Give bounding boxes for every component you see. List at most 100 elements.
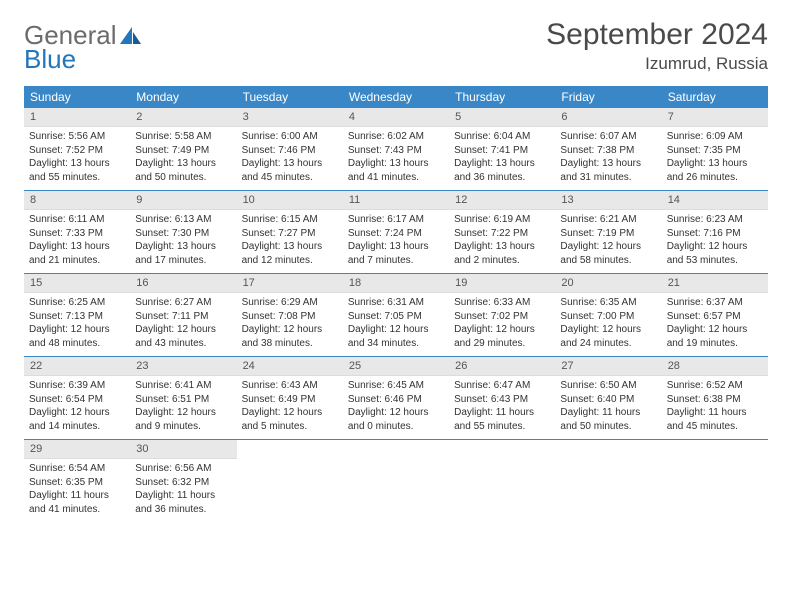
day-body: Sunrise: 6:00 AMSunset: 7:46 PMDaylight:… (237, 127, 343, 190)
day-cell: 6 Sunrise: 6:07 AMSunset: 7:38 PMDaylight… (555, 108, 661, 191)
daylight-text-2: and 41 minutes. (29, 503, 125, 517)
daylight-text-1: Daylight: 12 hours (667, 240, 763, 254)
daylight-text-1: Daylight: 13 hours (29, 157, 125, 171)
day-cell: 18Sunrise: 6:31 AMSunset: 7:05 PMDayligh… (343, 274, 449, 357)
col-thursday: Thursday (449, 86, 555, 108)
daylight-text-1: Daylight: 12 hours (135, 323, 231, 337)
day-number: 6 (555, 108, 661, 127)
sunrise-text: Sunrise: 6:41 AM (135, 379, 231, 393)
daylight-text-2: and 24 minutes. (560, 337, 656, 351)
day-number: 30 (130, 440, 236, 459)
daylight-text-2: and 41 minutes. (348, 171, 444, 185)
sunrise-text: Sunrise: 6:31 AM (348, 296, 444, 310)
daylight-text-2: and 7 minutes. (348, 254, 444, 268)
sunset-text: Sunset: 6:46 PM (348, 393, 444, 407)
sunset-text: Sunset: 7:38 PM (560, 144, 656, 158)
daylight-text-1: Daylight: 13 hours (560, 157, 656, 171)
sunrise-text: Sunrise: 6:37 AM (667, 296, 763, 310)
sunrise-text: Sunrise: 6:15 AM (242, 213, 338, 227)
day-cell: 27Sunrise: 6:50 AMSunset: 6:40 PMDayligh… (555, 357, 661, 440)
sunset-text: Sunset: 7:27 PM (242, 227, 338, 241)
day-number: 14 (662, 191, 768, 210)
day-number: 9 (130, 191, 236, 210)
sunset-text: Sunset: 7:19 PM (560, 227, 656, 241)
sunset-text: Sunset: 7:30 PM (135, 227, 231, 241)
daylight-text-1: Daylight: 12 hours (454, 323, 550, 337)
day-cell: 23Sunrise: 6:41 AMSunset: 6:51 PMDayligh… (130, 357, 236, 440)
daylight-text-1: Daylight: 11 hours (29, 489, 125, 503)
day-number: 13 (555, 191, 661, 210)
day-cell: 19Sunrise: 6:33 AMSunset: 7:02 PMDayligh… (449, 274, 555, 357)
page-title: September 2024 (546, 18, 768, 52)
day-cell (555, 440, 661, 523)
daylight-text-2: and 50 minutes. (560, 420, 656, 434)
daylight-text-1: Daylight: 12 hours (560, 323, 656, 337)
day-cell: 14Sunrise: 6:23 AMSunset: 7:16 PMDayligh… (662, 191, 768, 274)
daylight-text-1: Daylight: 13 hours (242, 157, 338, 171)
sunset-text: Sunset: 7:24 PM (348, 227, 444, 241)
sunset-text: Sunset: 7:08 PM (242, 310, 338, 324)
sunset-text: Sunset: 6:54 PM (29, 393, 125, 407)
daylight-text-2: and 2 minutes. (454, 254, 550, 268)
daylight-text-2: and 0 minutes. (348, 420, 444, 434)
day-number: 29 (24, 440, 130, 459)
day-number: 1 (24, 108, 130, 127)
sunset-text: Sunset: 7:43 PM (348, 144, 444, 158)
day-number: 24 (237, 357, 343, 376)
sunrise-text: Sunrise: 6:21 AM (560, 213, 656, 227)
sunset-text: Sunset: 7:46 PM (242, 144, 338, 158)
daylight-text-2: and 43 minutes. (135, 337, 231, 351)
day-body: Sunrise: 6:23 AMSunset: 7:16 PMDaylight:… (662, 210, 768, 273)
sunset-text: Sunset: 6:57 PM (667, 310, 763, 324)
day-body: Sunrise: 6:39 AMSunset: 6:54 PMDaylight:… (24, 376, 130, 439)
day-body: Sunrise: 6:43 AMSunset: 6:49 PMDaylight:… (237, 376, 343, 439)
day-body: Sunrise: 6:11 AMSunset: 7:33 PMDaylight:… (24, 210, 130, 273)
sunrise-text: Sunrise: 6:07 AM (560, 130, 656, 144)
col-wednesday: Wednesday (343, 86, 449, 108)
day-number: 11 (343, 191, 449, 210)
day-number: 10 (237, 191, 343, 210)
day-body: Sunrise: 6:19 AMSunset: 7:22 PMDaylight:… (449, 210, 555, 273)
sunset-text: Sunset: 6:32 PM (135, 476, 231, 490)
daylight-text-2: and 38 minutes. (242, 337, 338, 351)
day-body: Sunrise: 6:41 AMSunset: 6:51 PMDaylight:… (130, 376, 236, 439)
day-number: 18 (343, 274, 449, 293)
day-cell: 24Sunrise: 6:43 AMSunset: 6:49 PMDayligh… (237, 357, 343, 440)
day-body: Sunrise: 6:33 AMSunset: 7:02 PMDaylight:… (449, 293, 555, 356)
day-number: 20 (555, 274, 661, 293)
week-row: 8Sunrise: 6:11 AMSunset: 7:33 PMDaylight… (24, 191, 768, 274)
daylight-text-2: and 55 minutes. (29, 171, 125, 185)
day-cell: 5Sunrise: 6:04 AMSunset: 7:41 PMDaylight… (449, 108, 555, 191)
daylight-text-1: Daylight: 11 hours (454, 406, 550, 420)
day-number: 5 (449, 108, 555, 127)
sunrise-text: Sunrise: 6:50 AM (560, 379, 656, 393)
day-cell: 9Sunrise: 6:13 AMSunset: 7:30 PMDaylight… (130, 191, 236, 274)
day-cell: 8Sunrise: 6:11 AMSunset: 7:33 PMDaylight… (24, 191, 130, 274)
day-cell: 30Sunrise: 6:56 AMSunset: 6:32 PMDayligh… (130, 440, 236, 523)
logo-sail-icon (119, 26, 143, 46)
daylight-text-2: and 26 minutes. (667, 171, 763, 185)
sunrise-text: Sunrise: 6:35 AM (560, 296, 656, 310)
daylight-text-1: Daylight: 12 hours (348, 406, 444, 420)
sunrise-text: Sunrise: 6:29 AM (242, 296, 338, 310)
day-number: 28 (662, 357, 768, 376)
location-label: Izumrud, Russia (546, 54, 768, 74)
daylight-text-2: and 5 minutes. (242, 420, 338, 434)
day-cell: 25Sunrise: 6:45 AMSunset: 6:46 PMDayligh… (343, 357, 449, 440)
day-number: 16 (130, 274, 236, 293)
day-cell: 1Sunrise: 5:56 AMSunset: 7:52 PMDaylight… (24, 108, 130, 191)
col-tuesday: Tuesday (237, 86, 343, 108)
daylight-text-1: Daylight: 11 hours (135, 489, 231, 503)
day-cell (449, 440, 555, 523)
sunset-text: Sunset: 7:16 PM (667, 227, 763, 241)
sunrise-text: Sunrise: 6:39 AM (29, 379, 125, 393)
daylight-text-1: Daylight: 11 hours (560, 406, 656, 420)
daylight-text-2: and 36 minutes. (135, 503, 231, 517)
sunrise-text: Sunrise: 6:47 AM (454, 379, 550, 393)
sunrise-text: Sunrise: 6:09 AM (667, 130, 763, 144)
day-cell: 10Sunrise: 6:15 AMSunset: 7:27 PMDayligh… (237, 191, 343, 274)
day-cell: 2Sunrise: 5:58 AMSunset: 7:49 PMDaylight… (130, 108, 236, 191)
day-cell: 22Sunrise: 6:39 AMSunset: 6:54 PMDayligh… (24, 357, 130, 440)
col-saturday: Saturday (662, 86, 768, 108)
day-body: Sunrise: 6:15 AMSunset: 7:27 PMDaylight:… (237, 210, 343, 273)
